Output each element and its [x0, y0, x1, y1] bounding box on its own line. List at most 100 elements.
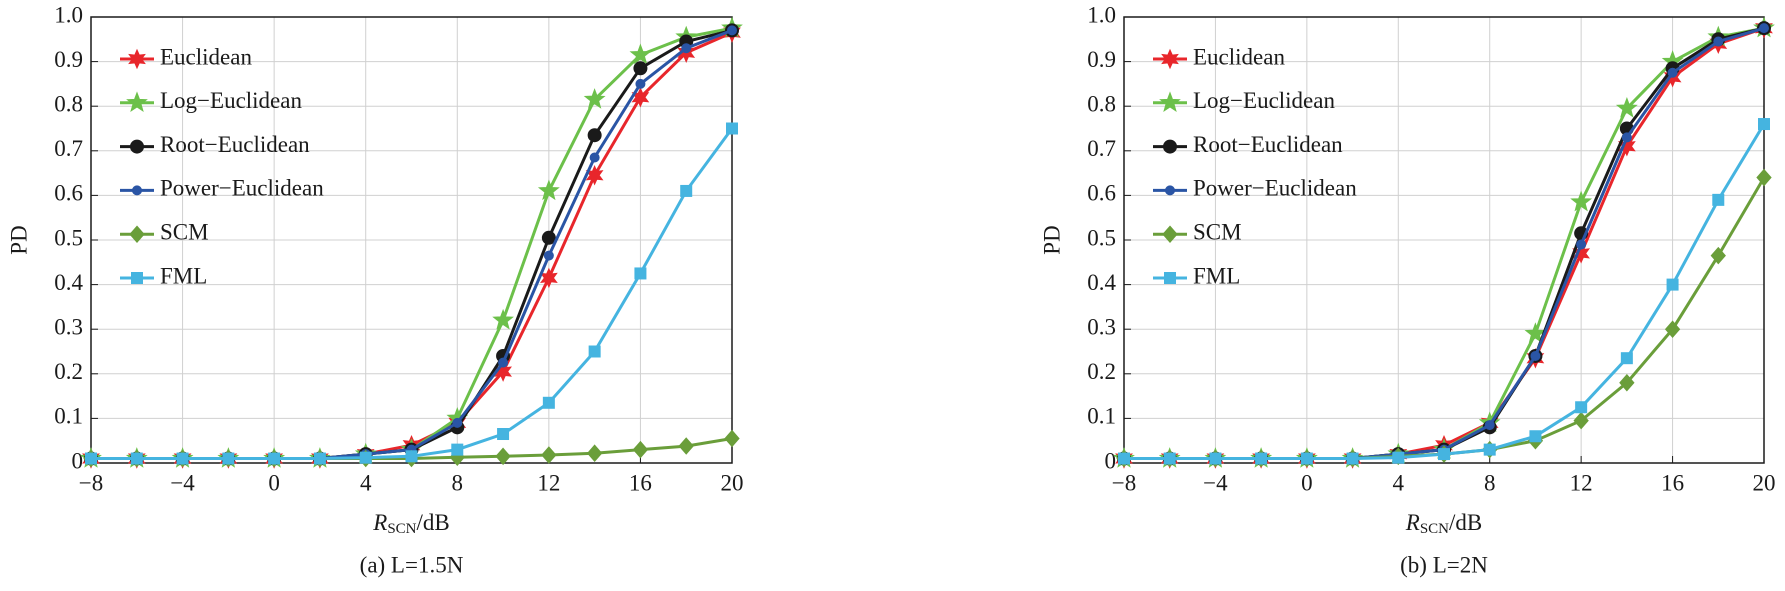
marker	[1300, 452, 1313, 465]
marker	[1573, 411, 1589, 430]
marker	[405, 450, 418, 463]
marker	[1620, 352, 1633, 365]
marker	[128, 48, 146, 70]
marker	[1529, 430, 1542, 443]
marker	[130, 452, 143, 465]
marker	[541, 230, 556, 245]
legend-label: SCM	[1193, 219, 1242, 244]
marker	[1710, 246, 1726, 265]
legend-label: Euclidean	[160, 44, 252, 69]
marker	[542, 396, 555, 409]
x-label-symbol: R	[1405, 510, 1420, 535]
x-tick-label: −4	[1203, 470, 1228, 495]
marker	[492, 308, 514, 330]
marker	[1713, 36, 1724, 47]
marker	[1619, 373, 1635, 392]
x-tick-label: 12	[537, 470, 560, 495]
x-tick-label: 20	[1753, 470, 1776, 495]
marker	[1159, 91, 1181, 113]
x-axis-label: RSCN/dB	[1405, 510, 1482, 537]
marker	[1255, 452, 1268, 465]
x-tick-label: 4	[360, 470, 372, 495]
marker	[727, 25, 737, 36]
marker	[1163, 452, 1176, 465]
y-tick-label: 0.2	[1087, 359, 1116, 384]
y-tick-label: 0.8	[1087, 91, 1116, 116]
marker	[452, 417, 463, 428]
marker	[1621, 132, 1632, 143]
marker	[313, 452, 326, 465]
marker	[537, 179, 560, 201]
y-tick-label: 0	[72, 448, 84, 473]
x-tick-label: 16	[1661, 470, 1684, 495]
marker	[495, 447, 511, 466]
marker	[222, 452, 235, 465]
marker	[631, 87, 650, 108]
y-tick-label: 0.7	[1087, 136, 1116, 161]
marker	[1572, 243, 1590, 264]
marker	[633, 61, 648, 76]
marker	[678, 437, 694, 455]
marker	[586, 444, 603, 462]
marker	[1524, 322, 1547, 343]
marker	[498, 357, 509, 368]
marker	[268, 452, 281, 465]
marker	[583, 88, 606, 109]
marker	[635, 78, 646, 89]
y-axis-label: PD	[6, 225, 31, 254]
marker	[724, 429, 740, 448]
marker	[680, 184, 693, 197]
marker	[634, 267, 647, 280]
y-tick-label: 0.9	[1087, 47, 1116, 72]
marker	[1758, 118, 1770, 131]
marker	[681, 43, 692, 54]
y-tick-label: 0.9	[54, 47, 83, 72]
x-tick-label: −4	[170, 470, 195, 495]
marker	[632, 440, 649, 459]
marker	[85, 452, 97, 465]
y-tick-label: 0.3	[54, 314, 83, 339]
marker	[1667, 67, 1678, 78]
x-tick-label: 8	[452, 470, 464, 495]
marker	[1759, 23, 1769, 34]
marker	[1118, 452, 1130, 465]
marker	[359, 451, 372, 464]
x-tick-label: 4	[1393, 470, 1405, 495]
legend-label: Euclidean	[1193, 44, 1285, 69]
y-axis-label: PD	[1039, 225, 1064, 254]
y-tick-label: 0.5	[54, 225, 83, 250]
x-tick-label: 8	[1484, 470, 1496, 495]
y-tick-label: 0.7	[54, 136, 83, 161]
plot-frame	[1123, 16, 1765, 464]
marker	[587, 128, 602, 143]
marker	[1530, 350, 1541, 361]
y-tick-label: 0.2	[54, 359, 83, 384]
x-tick-label: 12	[1570, 470, 1593, 495]
legend-label: Power−Euclidean	[160, 176, 324, 201]
marker	[131, 272, 143, 284]
marker	[130, 139, 144, 154]
marker	[629, 43, 652, 65]
marker	[1756, 168, 1772, 187]
x-label-symbol: R	[372, 510, 387, 535]
marker	[1164, 272, 1176, 284]
series-line	[1124, 123, 1766, 460]
marker	[176, 452, 189, 465]
legend-label: Power−Euclidean	[1193, 176, 1357, 201]
y-tick-label: 0.3	[1087, 314, 1116, 339]
y-tick-label: 0.4	[54, 270, 83, 295]
legend-label: SCM	[160, 219, 209, 244]
marker	[588, 345, 601, 358]
marker	[1484, 420, 1495, 431]
y-tick-label: 0.6	[1087, 181, 1116, 206]
marker	[543, 250, 554, 261]
x-label-unit: /dB	[1449, 510, 1482, 535]
y-tick-label: 0	[1105, 448, 1117, 473]
x-tick-label: 0	[268, 470, 280, 495]
y-tick-label: 0.1	[1087, 404, 1116, 429]
y-tick-label: 0.8	[54, 91, 83, 116]
marker	[589, 152, 600, 163]
marker	[1570, 190, 1593, 212]
